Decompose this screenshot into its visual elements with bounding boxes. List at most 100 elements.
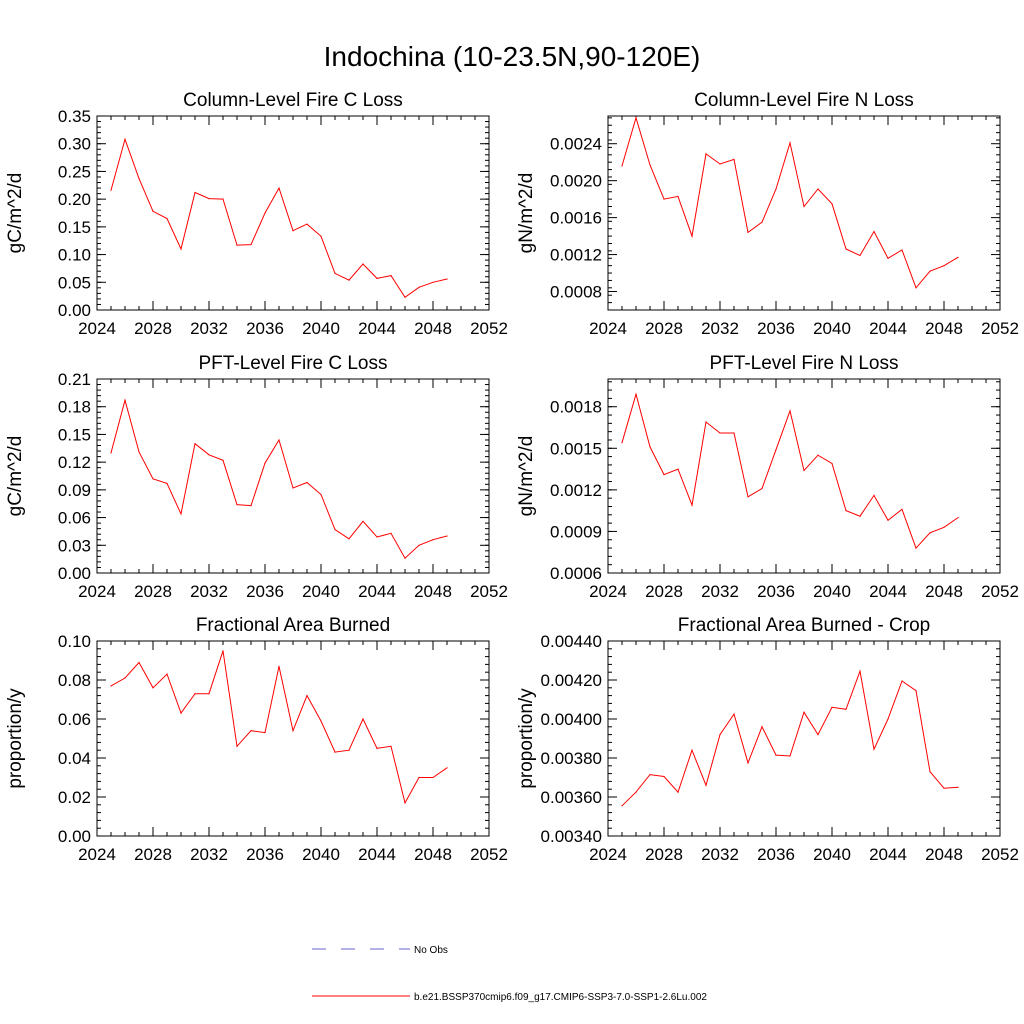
data-point xyxy=(292,730,294,732)
data-point xyxy=(887,257,889,259)
data-point xyxy=(152,210,154,212)
data-point xyxy=(663,198,665,200)
data-point xyxy=(446,278,448,280)
data-point xyxy=(775,754,777,756)
data-point xyxy=(418,776,420,779)
x-tick-label: 2044 xyxy=(869,845,907,864)
data-point xyxy=(817,734,819,736)
panel-1: Column-Level Fire C Loss gC/m^2/d 2024 2028… xyxy=(5,90,508,338)
data-point xyxy=(236,244,238,246)
data-point xyxy=(705,784,707,786)
x-tick-label: 2048 xyxy=(925,319,963,338)
data-point xyxy=(873,748,875,750)
y-tick-label: 0.0018 xyxy=(550,398,602,417)
data-point xyxy=(957,786,959,788)
data-point xyxy=(432,281,434,283)
panel-title: PFT-Level Fire C Loss xyxy=(199,353,388,374)
data-point xyxy=(719,432,721,434)
data-point xyxy=(390,532,392,534)
data-point xyxy=(789,142,791,144)
data-point xyxy=(845,248,847,250)
data-point xyxy=(691,235,693,237)
plot-frame xyxy=(607,378,1001,574)
data-point xyxy=(635,117,637,119)
y-tick-label: 0.0008 xyxy=(550,283,602,302)
data-point xyxy=(236,504,238,506)
x-tick-label: 2052 xyxy=(981,845,1019,864)
x-tick-label: 2052 xyxy=(470,582,508,601)
data-point xyxy=(929,771,931,773)
x-tick-label: 2028 xyxy=(134,845,172,864)
data-point xyxy=(110,452,112,454)
data-point xyxy=(446,535,448,537)
x-tick-label: 2024 xyxy=(78,319,116,338)
y-tick-label: 0.35 xyxy=(58,107,91,126)
data-point xyxy=(761,487,763,490)
data-point xyxy=(124,138,126,140)
panel-3: PFT-Level Fire C Loss gC/m^2/d 2024 2028 203… xyxy=(5,353,508,601)
x-tick-label: 2036 xyxy=(757,845,795,864)
data-point xyxy=(418,544,420,546)
y-tick-label: 0.03 xyxy=(58,536,91,555)
data-point xyxy=(138,661,140,664)
y-tick-label: 0.0015 xyxy=(550,439,602,458)
data-point xyxy=(831,203,833,205)
x-tick-label: 2032 xyxy=(701,845,739,864)
y-tick-label: 0.09 xyxy=(58,481,91,500)
data-point xyxy=(250,730,252,732)
data-point xyxy=(677,195,679,197)
y-tick-label: 0.10 xyxy=(58,632,91,651)
series-line xyxy=(110,398,448,559)
data-point xyxy=(166,482,168,484)
data-point xyxy=(943,787,945,789)
y-axis-label: gC/m^2/d xyxy=(5,173,26,254)
legend-model-label: b.e21.BSSP370cmip6.f09_g17.CMIP6-SSP3-7.… xyxy=(414,992,707,1003)
x-tick-label: 2036 xyxy=(246,319,284,338)
data-point xyxy=(376,536,378,538)
x-tick-label: 2028 xyxy=(134,582,172,601)
y-tick-label: 0.00 xyxy=(58,827,91,846)
data-point xyxy=(390,275,392,277)
y-tick-label: 0.21 xyxy=(58,370,91,389)
data-point xyxy=(859,515,861,517)
data-point xyxy=(306,695,308,697)
x-tick-label: 2052 xyxy=(981,319,1019,338)
y-tick-label: 0.0020 xyxy=(550,172,602,191)
data-point xyxy=(320,493,322,496)
x-tick-label: 2024 xyxy=(589,845,627,864)
data-point xyxy=(222,198,224,200)
y-axis-label: gC/m^2/d xyxy=(5,436,26,517)
y-tick-label: 0.0012 xyxy=(550,481,602,500)
data-point xyxy=(859,254,861,257)
data-point xyxy=(320,720,322,722)
data-point xyxy=(180,712,182,714)
data-point xyxy=(831,706,833,708)
plot-frame xyxy=(96,378,490,574)
data-point xyxy=(222,459,224,461)
data-point xyxy=(278,187,280,189)
x-tick-label: 2044 xyxy=(869,582,907,601)
panel-title: Column-Level Fire N Loss xyxy=(694,90,914,111)
y-tick-label: 0.0012 xyxy=(550,246,602,265)
data-point xyxy=(761,221,763,223)
data-point xyxy=(747,231,749,233)
data-point xyxy=(915,690,917,692)
data-point xyxy=(901,680,903,682)
y-tick-label: 0.25 xyxy=(58,162,91,181)
plot-frame xyxy=(607,115,1001,311)
data-point xyxy=(901,508,903,510)
y-tick-label: 0.15 xyxy=(58,218,91,237)
series-line xyxy=(110,137,448,299)
data-point xyxy=(404,296,406,298)
data-point xyxy=(362,520,364,522)
x-tick-label: 2028 xyxy=(645,582,683,601)
data-point xyxy=(789,755,791,757)
data-point xyxy=(621,442,623,444)
data-point xyxy=(278,665,280,668)
data-point xyxy=(817,454,819,456)
data-point xyxy=(929,532,931,534)
data-point xyxy=(943,265,945,267)
data-point xyxy=(845,510,847,512)
data-point xyxy=(649,164,651,166)
